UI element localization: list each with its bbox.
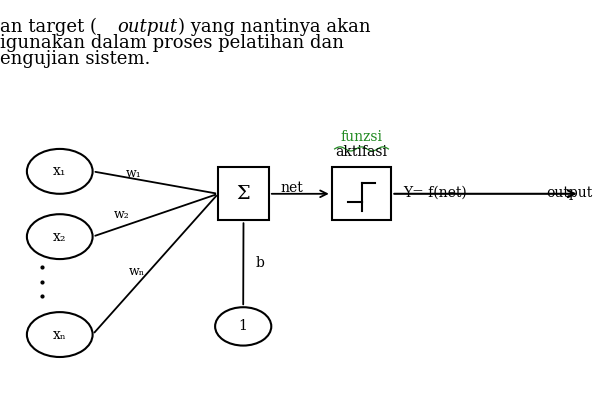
FancyBboxPatch shape <box>332 167 391 220</box>
Text: funzsi: funzsi <box>341 130 382 144</box>
Text: ) yang nantinya akan: ) yang nantinya akan <box>178 18 371 35</box>
Circle shape <box>27 149 92 194</box>
Text: Y= f(net): Y= f(net) <box>403 186 467 200</box>
Text: w₁: w₁ <box>126 167 141 180</box>
Circle shape <box>27 312 92 357</box>
Text: output: output <box>547 186 593 200</box>
Text: engujian sistem.: engujian sistem. <box>0 50 150 68</box>
Text: x₂: x₂ <box>53 230 66 244</box>
Text: net: net <box>281 182 304 195</box>
FancyBboxPatch shape <box>218 167 269 220</box>
Text: an target (: an target ( <box>0 18 97 35</box>
Text: w₂: w₂ <box>114 208 129 221</box>
Circle shape <box>27 214 92 259</box>
Text: 1: 1 <box>239 319 248 333</box>
Text: wₙ: wₙ <box>129 265 145 278</box>
Text: Σ: Σ <box>236 185 250 203</box>
Text: b: b <box>255 256 264 270</box>
Text: xₙ: xₙ <box>53 328 66 341</box>
Text: aktifasi: aktifasi <box>335 145 388 159</box>
Text: output: output <box>118 18 178 35</box>
Text: x₁: x₁ <box>53 164 66 178</box>
Circle shape <box>215 307 271 346</box>
Text: igunakan dalam proses pelatihan dan: igunakan dalam proses pelatihan dan <box>0 34 344 52</box>
